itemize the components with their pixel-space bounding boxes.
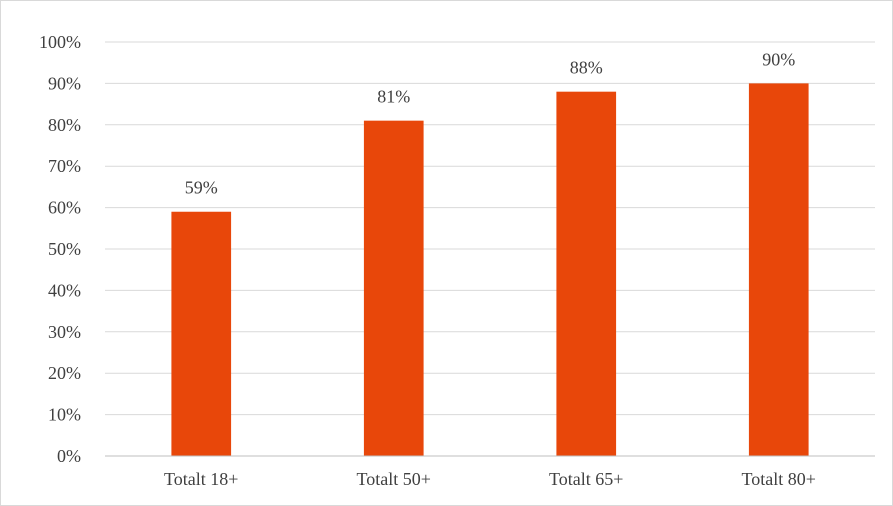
data-label: 81%	[377, 87, 410, 107]
x-category-label: Totalt 80+	[742, 469, 816, 489]
y-tick-label: 20%	[48, 363, 81, 383]
bar-3	[556, 91, 617, 457]
bar-2	[363, 120, 424, 456]
data-label: 88%	[570, 58, 603, 78]
data-labels: 59% 81% 88% 90%	[185, 49, 796, 197]
bar-1	[171, 211, 232, 456]
y-tick-label: 60%	[48, 198, 81, 218]
bars	[171, 83, 809, 457]
y-tick-label: 10%	[48, 405, 81, 425]
y-tick-label: 100%	[39, 32, 81, 52]
x-axis-category-labels: Totalt 18+ Totalt 50+ Totalt 65+ Totalt 80+	[164, 469, 816, 489]
bar-4	[748, 83, 809, 457]
data-label: 90%	[762, 49, 795, 69]
data-label: 59%	[185, 178, 218, 198]
y-axis-tick-labels: 0% 10% 20% 30% 40% 50% 60% 70% 80% 90% 100%	[39, 32, 81, 466]
gridlines	[105, 41, 875, 416]
y-tick-label: 50%	[48, 239, 81, 259]
y-tick-label: 40%	[48, 280, 81, 300]
y-tick-label: 90%	[48, 73, 81, 93]
y-tick-label: 0%	[57, 446, 81, 466]
y-tick-label: 80%	[48, 115, 81, 135]
x-category-label: Totalt 50+	[357, 469, 431, 489]
y-tick-label: 70%	[48, 156, 81, 176]
x-category-label: Totalt 65+	[549, 469, 623, 489]
x-category-label: Totalt 18+	[164, 469, 238, 489]
y-tick-label: 30%	[48, 322, 81, 342]
